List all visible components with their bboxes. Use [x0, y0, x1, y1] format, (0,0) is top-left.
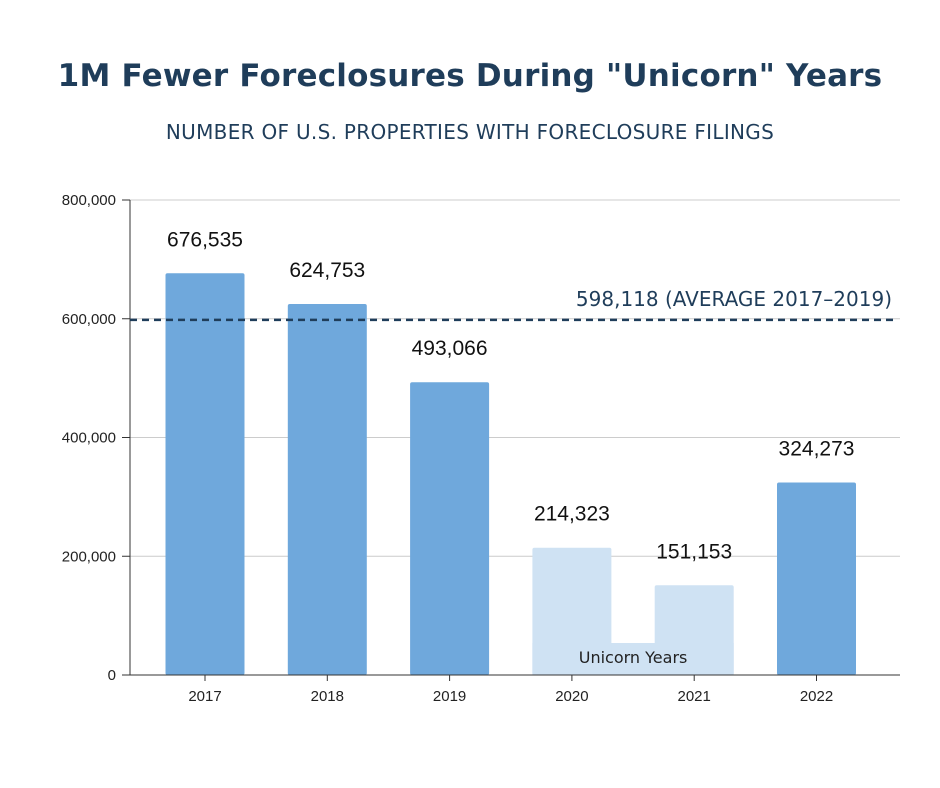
bar-2019	[410, 382, 490, 675]
x-tick-label: 2018	[311, 688, 344, 705]
data-label-2021: 151,153	[656, 540, 732, 563]
bar-2022	[777, 482, 856, 675]
data-label-2018: 624,753	[289, 259, 365, 282]
x-tick-label: 2020	[555, 688, 588, 705]
y-tick-label: 800,000	[62, 192, 116, 209]
x-tick-label: 2019	[433, 688, 466, 705]
bar-2018	[287, 304, 367, 675]
unicorn-years-label: Unicorn Years	[579, 648, 688, 667]
chart-title: 1M Fewer Foreclosures During "Unicorn" Y…	[57, 58, 883, 94]
bar-2017	[165, 273, 245, 675]
x-tick-label: 2017	[188, 688, 221, 705]
average-reference-label: 598,118 (AVERAGE 2017–2019)	[576, 287, 892, 311]
y-tick-label: 400,000	[62, 430, 116, 447]
bar-2020	[532, 547, 612, 675]
data-label-2017: 676,535	[167, 228, 243, 251]
data-label-2022: 324,273	[779, 437, 855, 460]
x-tick-label: 2022	[800, 688, 833, 705]
y-tick-label: 600,000	[62, 311, 116, 328]
data-label-2019: 493,066	[412, 337, 488, 360]
y-tick-label: 200,000	[62, 548, 116, 565]
chart-subtitle: NUMBER OF U.S. PROPERTIES WITH FORECLOSU…	[165, 120, 775, 144]
x-tick-label: 2021	[678, 688, 711, 705]
y-tick-label: 0	[108, 667, 116, 684]
bar-2021	[654, 585, 734, 675]
data-label-2020: 214,323	[534, 503, 610, 526]
